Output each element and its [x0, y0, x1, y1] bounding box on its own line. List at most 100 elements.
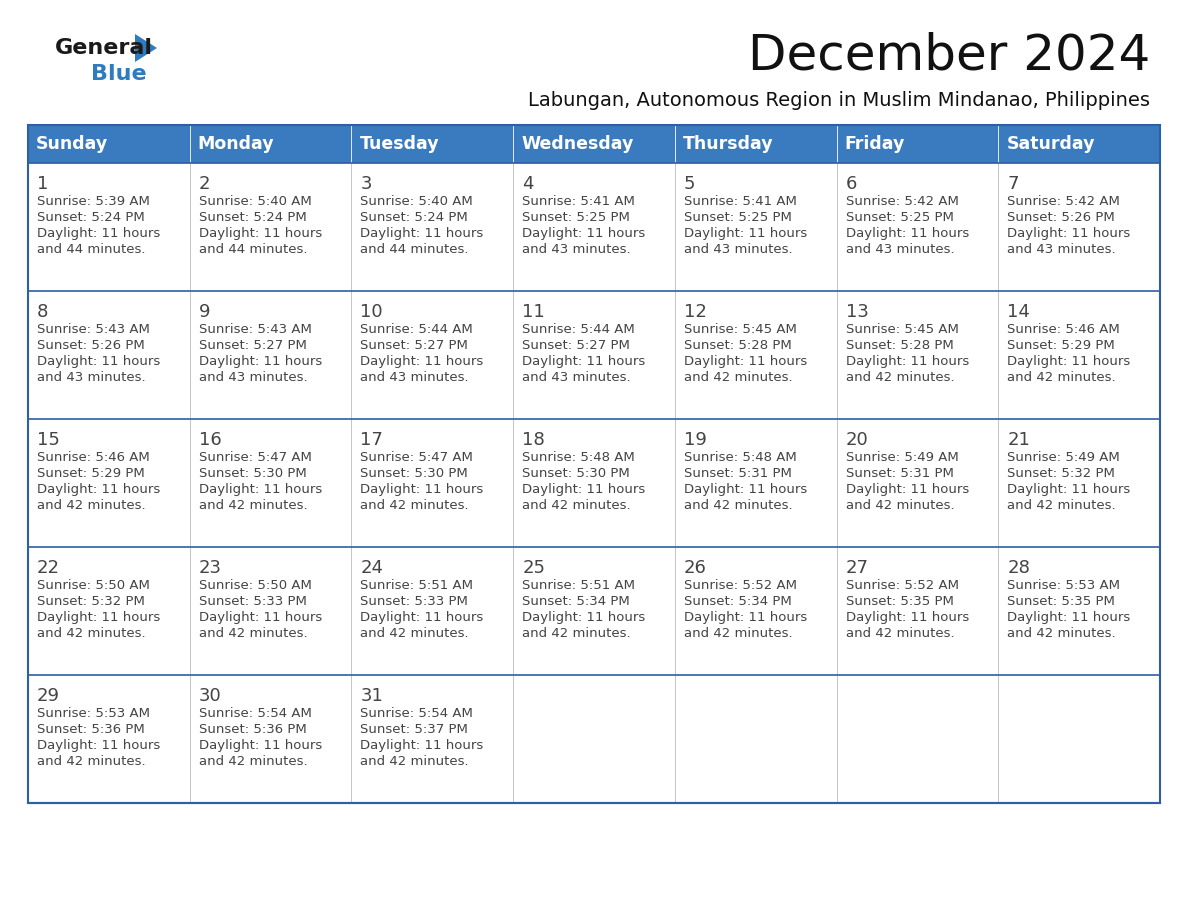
Text: 30: 30 [198, 687, 221, 705]
Text: Sunset: 5:32 PM: Sunset: 5:32 PM [37, 595, 145, 608]
Text: 7: 7 [1007, 175, 1019, 193]
Text: 23: 23 [198, 559, 222, 577]
Text: Sunset: 5:24 PM: Sunset: 5:24 PM [360, 211, 468, 224]
Text: 6: 6 [846, 175, 857, 193]
Text: Sunset: 5:26 PM: Sunset: 5:26 PM [37, 339, 145, 352]
Bar [998, 675, 1159, 803]
Bar [836, 547, 998, 675]
Text: Sunrise: 5:52 AM: Sunrise: 5:52 AM [684, 579, 797, 592]
Bar [675, 547, 836, 675]
Text: 13: 13 [846, 303, 868, 321]
Text: Daylight: 11 hours: Daylight: 11 hours [1007, 483, 1131, 496]
Bar [513, 675, 675, 803]
Bar [513, 547, 675, 675]
Bar [513, 419, 675, 547]
Text: and 42 minutes.: and 42 minutes. [37, 499, 146, 512]
Text: Sunset: 5:33 PM: Sunset: 5:33 PM [198, 595, 307, 608]
Text: 21: 21 [1007, 431, 1030, 449]
Bar [190, 675, 352, 803]
Text: and 42 minutes.: and 42 minutes. [1007, 371, 1116, 384]
Text: 22: 22 [37, 559, 61, 577]
Text: and 42 minutes.: and 42 minutes. [37, 755, 146, 768]
Text: and 43 minutes.: and 43 minutes. [684, 243, 792, 256]
Text: Sunset: 5:35 PM: Sunset: 5:35 PM [1007, 595, 1116, 608]
Text: Sunrise: 5:48 AM: Sunrise: 5:48 AM [523, 451, 634, 464]
Bar [675, 291, 836, 419]
Text: Sunrise: 5:40 AM: Sunrise: 5:40 AM [360, 195, 473, 208]
Text: and 44 minutes.: and 44 minutes. [198, 243, 308, 256]
Text: Sunrise: 5:50 AM: Sunrise: 5:50 AM [198, 579, 311, 592]
Text: and 42 minutes.: and 42 minutes. [360, 755, 469, 768]
Text: Sunset: 5:29 PM: Sunset: 5:29 PM [1007, 339, 1116, 352]
Text: Sunset: 5:30 PM: Sunset: 5:30 PM [360, 467, 468, 480]
Text: Sunrise: 5:53 AM: Sunrise: 5:53 AM [37, 707, 150, 720]
Text: Daylight: 11 hours: Daylight: 11 hours [523, 227, 645, 240]
Text: Daylight: 11 hours: Daylight: 11 hours [684, 611, 807, 624]
Bar [352, 291, 513, 419]
Text: Daylight: 11 hours: Daylight: 11 hours [684, 227, 807, 240]
Text: 25: 25 [523, 559, 545, 577]
Text: Daylight: 11 hours: Daylight: 11 hours [360, 355, 484, 368]
Text: 3: 3 [360, 175, 372, 193]
Bar [836, 291, 998, 419]
Text: 19: 19 [684, 431, 707, 449]
Text: 1: 1 [37, 175, 49, 193]
Text: 18: 18 [523, 431, 545, 449]
Text: 24: 24 [360, 559, 384, 577]
Text: 14: 14 [1007, 303, 1030, 321]
Text: and 42 minutes.: and 42 minutes. [523, 499, 631, 512]
Bar [29, 675, 190, 803]
Bar [190, 291, 352, 419]
Text: Sunrise: 5:51 AM: Sunrise: 5:51 AM [360, 579, 474, 592]
Text: Sunset: 5:25 PM: Sunset: 5:25 PM [684, 211, 791, 224]
Bar [836, 675, 998, 803]
Bar [836, 163, 998, 291]
Text: and 43 minutes.: and 43 minutes. [523, 371, 631, 384]
Text: Friday: Friday [845, 135, 905, 153]
Text: and 42 minutes.: and 42 minutes. [846, 627, 954, 640]
Bar [998, 547, 1159, 675]
Text: Daylight: 11 hours: Daylight: 11 hours [846, 227, 969, 240]
Text: Sunrise: 5:43 AM: Sunrise: 5:43 AM [198, 323, 311, 336]
Text: and 42 minutes.: and 42 minutes. [684, 499, 792, 512]
Text: Daylight: 11 hours: Daylight: 11 hours [1007, 227, 1131, 240]
Text: Daylight: 11 hours: Daylight: 11 hours [37, 227, 160, 240]
Text: General: General [55, 38, 153, 58]
Bar [190, 547, 352, 675]
Text: 12: 12 [684, 303, 707, 321]
Bar [998, 125, 1159, 163]
Text: Sunrise: 5:44 AM: Sunrise: 5:44 AM [523, 323, 634, 336]
Bar [836, 419, 998, 547]
Text: Sunset: 5:37 PM: Sunset: 5:37 PM [360, 723, 468, 736]
Text: Daylight: 11 hours: Daylight: 11 hours [1007, 355, 1131, 368]
Text: Daylight: 11 hours: Daylight: 11 hours [37, 355, 160, 368]
Bar [352, 547, 513, 675]
Text: Sunrise: 5:46 AM: Sunrise: 5:46 AM [37, 451, 150, 464]
Text: Sunset: 5:34 PM: Sunset: 5:34 PM [523, 595, 630, 608]
Text: Daylight: 11 hours: Daylight: 11 hours [198, 611, 322, 624]
Text: and 43 minutes.: and 43 minutes. [1007, 243, 1116, 256]
Text: and 42 minutes.: and 42 minutes. [846, 371, 954, 384]
Bar [29, 125, 1159, 803]
Text: Daylight: 11 hours: Daylight: 11 hours [198, 355, 322, 368]
Text: Sunset: 5:26 PM: Sunset: 5:26 PM [1007, 211, 1116, 224]
Text: Sunrise: 5:40 AM: Sunrise: 5:40 AM [198, 195, 311, 208]
Text: Daylight: 11 hours: Daylight: 11 hours [523, 483, 645, 496]
Text: and 44 minutes.: and 44 minutes. [37, 243, 145, 256]
Text: Sunrise: 5:51 AM: Sunrise: 5:51 AM [523, 579, 636, 592]
Text: Daylight: 11 hours: Daylight: 11 hours [523, 611, 645, 624]
Bar [998, 419, 1159, 547]
Text: Wednesday: Wednesday [522, 135, 633, 153]
Bar [513, 291, 675, 419]
Bar [675, 675, 836, 803]
Text: 10: 10 [360, 303, 383, 321]
Text: 4: 4 [523, 175, 533, 193]
Text: Sunrise: 5:53 AM: Sunrise: 5:53 AM [1007, 579, 1120, 592]
Polygon shape [135, 34, 157, 62]
Bar [352, 675, 513, 803]
Text: and 42 minutes.: and 42 minutes. [523, 627, 631, 640]
Text: Sunrise: 5:46 AM: Sunrise: 5:46 AM [1007, 323, 1120, 336]
Text: Sunrise: 5:45 AM: Sunrise: 5:45 AM [846, 323, 959, 336]
Text: Sunrise: 5:47 AM: Sunrise: 5:47 AM [360, 451, 473, 464]
Text: 9: 9 [198, 303, 210, 321]
